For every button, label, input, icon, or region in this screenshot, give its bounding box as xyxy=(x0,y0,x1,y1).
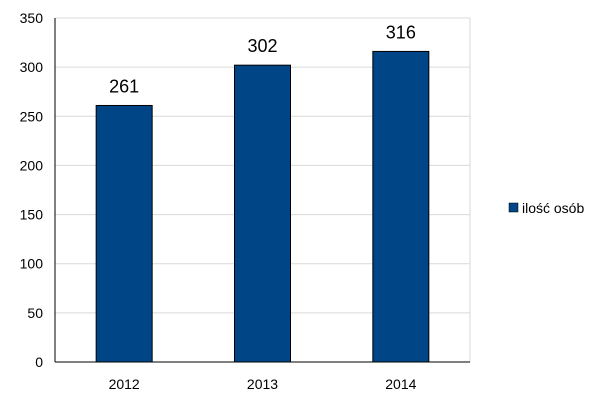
y-tick-label: 100 xyxy=(20,256,44,272)
legend-swatch xyxy=(508,202,519,213)
bar xyxy=(234,64,291,363)
y-tick-label: 300 xyxy=(20,59,44,75)
data-label: 261 xyxy=(109,76,139,96)
x-tick-label: 2014 xyxy=(385,376,416,392)
y-tick-label: 350 xyxy=(20,10,44,26)
data-label: 302 xyxy=(247,36,277,56)
bar xyxy=(95,104,153,363)
bar xyxy=(372,50,430,363)
y-tick-label: 50 xyxy=(27,305,43,321)
x-tick-label: 2013 xyxy=(247,376,278,392)
y-tick-label: 150 xyxy=(20,207,44,223)
y-tick-label: 250 xyxy=(20,108,44,124)
y-tick-label: 200 xyxy=(20,157,44,173)
legend-label: ilość osób xyxy=(522,200,584,216)
plot-area: 0 50 100 150 200 250 300 350 261 2012 302 2013 316 20… xyxy=(20,10,471,392)
y-tick-label: 0 xyxy=(35,354,43,370)
legend: ilość osób xyxy=(508,200,584,216)
data-label: 316 xyxy=(386,22,416,42)
x-tick-label: 2012 xyxy=(109,376,140,392)
